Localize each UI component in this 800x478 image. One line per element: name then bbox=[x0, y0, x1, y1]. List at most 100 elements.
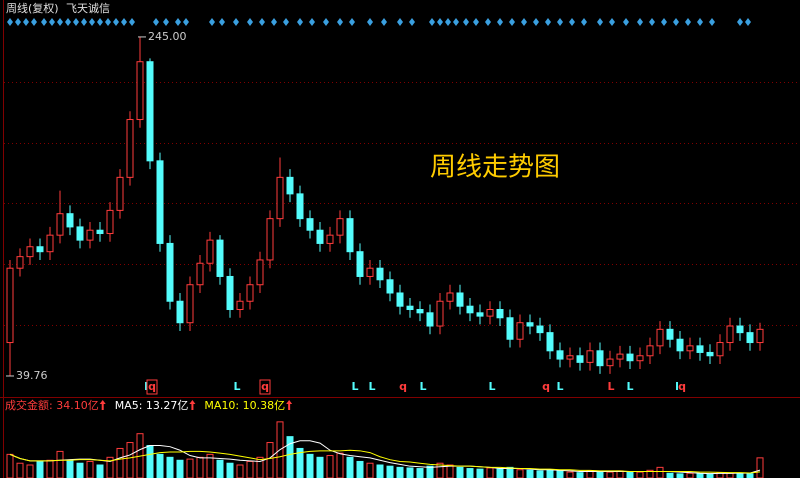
event-marker bbox=[453, 18, 459, 26]
volume-bar bbox=[546, 469, 554, 478]
legend-arrow bbox=[189, 400, 196, 410]
candle-body bbox=[76, 226, 84, 241]
candle-body bbox=[146, 61, 154, 162]
candle-body bbox=[346, 218, 354, 253]
candle-body bbox=[306, 218, 314, 231]
volume-bar bbox=[606, 471, 614, 478]
event-marker bbox=[121, 18, 127, 26]
volume-bar bbox=[16, 462, 24, 478]
volume-bar bbox=[706, 473, 714, 478]
volume-bar bbox=[746, 473, 754, 478]
event-marker bbox=[349, 18, 355, 26]
candle-body bbox=[86, 229, 94, 241]
event-marker bbox=[697, 18, 703, 26]
volume-bar bbox=[166, 456, 174, 478]
candle-body bbox=[666, 328, 674, 340]
volume-bar bbox=[36, 460, 44, 478]
volume-ma-line bbox=[9, 449, 761, 474]
event-marker bbox=[569, 18, 575, 26]
event-marker bbox=[259, 18, 265, 26]
volume-bar bbox=[296, 447, 304, 478]
candle-body bbox=[216, 239, 224, 277]
candle-body bbox=[106, 209, 114, 235]
candle-body bbox=[576, 355, 584, 363]
event-marker bbox=[609, 18, 615, 26]
event-marker bbox=[429, 18, 435, 26]
volume-bar bbox=[756, 457, 764, 478]
signal: q bbox=[148, 380, 156, 393]
event-marker bbox=[81, 18, 87, 26]
candle-body bbox=[226, 275, 234, 311]
event-marker bbox=[89, 18, 95, 26]
signal: L bbox=[368, 380, 375, 393]
volume-bar bbox=[386, 465, 394, 478]
event-marker bbox=[15, 18, 21, 26]
signal: L bbox=[607, 380, 614, 393]
volume-bar bbox=[176, 459, 184, 478]
volume-bar bbox=[246, 460, 254, 478]
event-marker bbox=[283, 18, 289, 26]
candle-body bbox=[676, 338, 684, 352]
candle-body bbox=[286, 176, 294, 195]
legend-arrow bbox=[286, 400, 293, 410]
candle-body bbox=[156, 160, 164, 244]
volume-bar bbox=[416, 468, 424, 478]
candle-body bbox=[646, 345, 654, 357]
candle-body bbox=[316, 229, 324, 244]
candle-body bbox=[546, 332, 554, 352]
event-marker bbox=[23, 18, 29, 26]
signal: L bbox=[351, 380, 358, 393]
event-marker bbox=[209, 18, 215, 26]
volume-bar bbox=[186, 458, 194, 478]
candle-body bbox=[526, 322, 534, 327]
signal: l bbox=[675, 380, 679, 393]
event-marker bbox=[105, 18, 111, 26]
volume-bar bbox=[316, 456, 324, 478]
volume-bar bbox=[396, 466, 404, 478]
candle-body bbox=[136, 61, 144, 121]
chart-title: 周线(复权) bbox=[6, 1, 59, 15]
event-marker bbox=[233, 18, 239, 26]
candle-body bbox=[236, 300, 244, 311]
volume-bar bbox=[146, 445, 154, 478]
candle-body bbox=[276, 176, 284, 220]
volume-bar bbox=[376, 464, 384, 478]
event-marker bbox=[509, 18, 515, 26]
volume-bar bbox=[496, 468, 504, 478]
volume-bar bbox=[456, 466, 464, 478]
candle-body bbox=[196, 262, 204, 286]
signal: q bbox=[261, 380, 269, 393]
candle-body bbox=[736, 325, 744, 334]
candle-body bbox=[556, 350, 564, 360]
volume-bar bbox=[406, 467, 414, 478]
event-marker bbox=[473, 18, 479, 26]
event-marker bbox=[397, 18, 403, 26]
candle-body bbox=[376, 267, 384, 281]
volume-bar bbox=[676, 473, 684, 478]
candle-body bbox=[716, 342, 724, 357]
volume-bar bbox=[326, 455, 334, 478]
candle-body bbox=[116, 176, 124, 211]
candle-body bbox=[476, 312, 484, 317]
volume-bar bbox=[686, 472, 694, 478]
candle-body bbox=[26, 246, 34, 258]
volume-bar bbox=[366, 462, 374, 478]
event-marker bbox=[623, 18, 629, 26]
event-marker bbox=[497, 18, 503, 26]
candle-body bbox=[386, 279, 394, 294]
volume-bar bbox=[656, 466, 664, 478]
volume-bar bbox=[76, 462, 84, 478]
event-marker bbox=[381, 18, 387, 26]
event-marker bbox=[163, 18, 169, 26]
volume-bar bbox=[426, 465, 434, 478]
volume-bar bbox=[266, 442, 274, 478]
event-marker bbox=[297, 18, 303, 26]
event-marker bbox=[437, 18, 443, 26]
volume-bar bbox=[126, 442, 134, 478]
event-marker bbox=[463, 18, 469, 26]
event-marker bbox=[737, 18, 743, 26]
annotation: 周线走势图 bbox=[430, 153, 560, 183]
signal: L bbox=[488, 380, 495, 393]
legend-entry: MA5: 13.27亿 bbox=[115, 399, 189, 412]
volume-bar bbox=[116, 447, 124, 478]
